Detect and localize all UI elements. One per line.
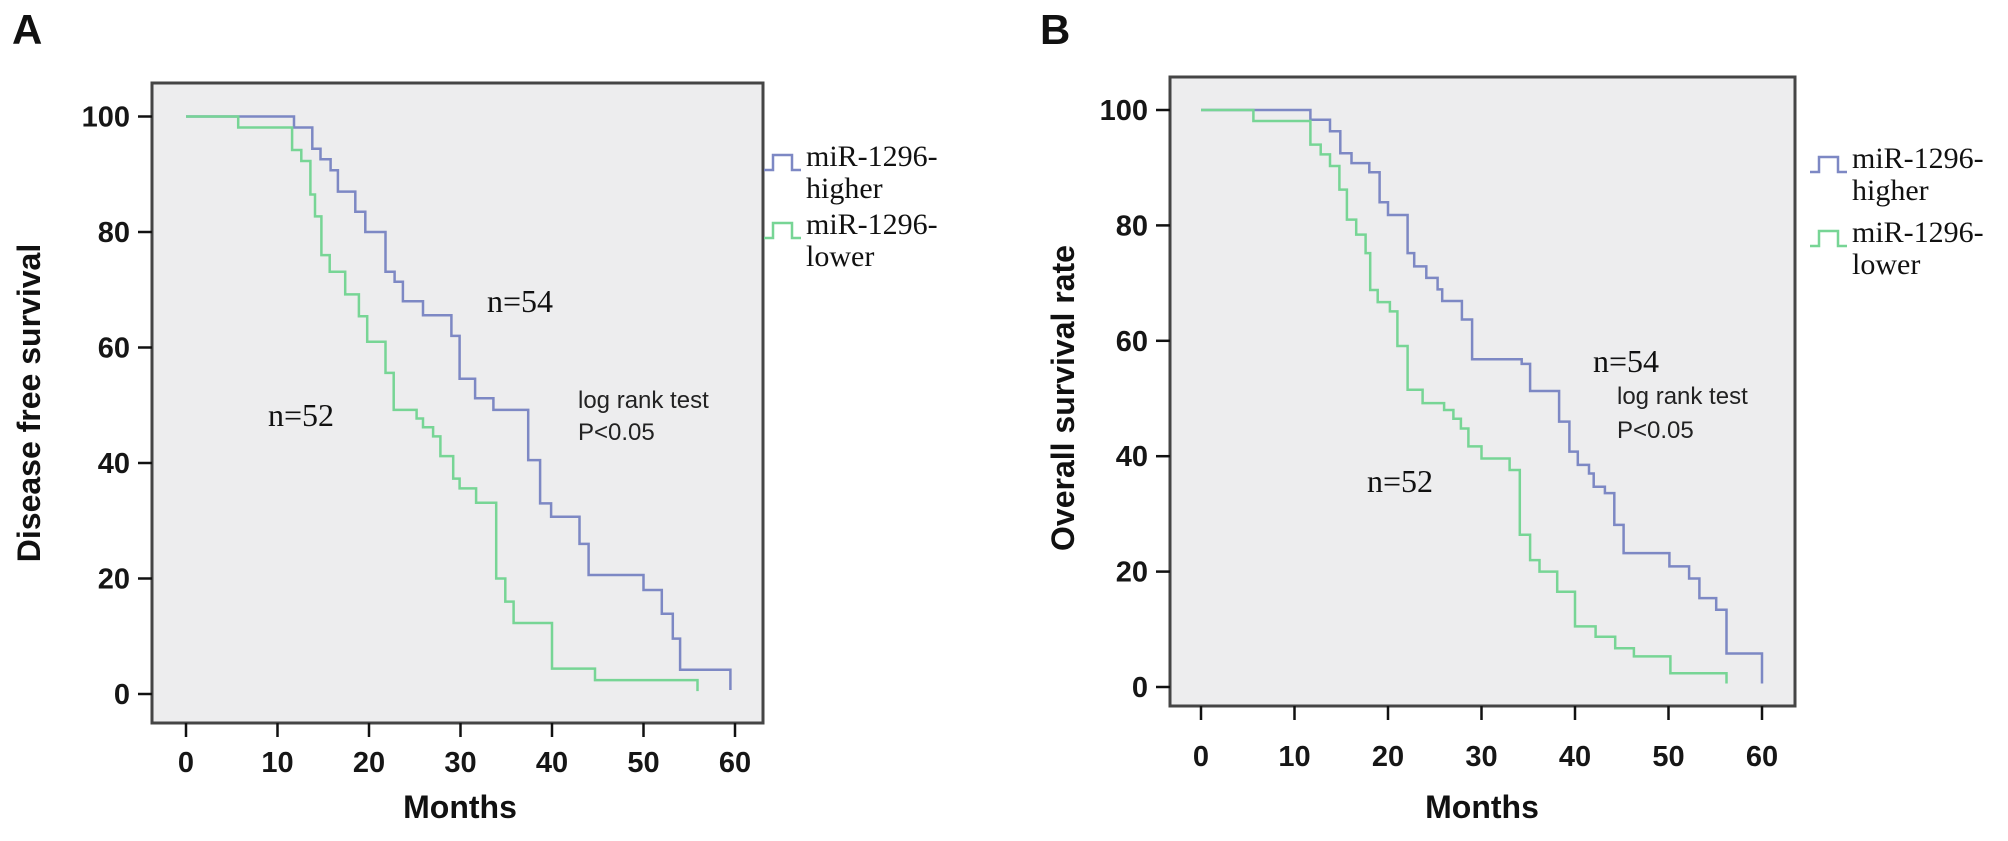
legend-label-lower-line2: lower — [806, 240, 874, 273]
x-axis-title-b: Months — [1425, 789, 1539, 825]
legend-label-lower-line1: miR-1296- — [1852, 216, 1984, 249]
annotation-logrank-a: log rank test — [578, 387, 709, 414]
panel-letter-a: A — [12, 6, 42, 53]
legend-label-higher-line2: higher — [1852, 174, 1929, 207]
x-axis-title-a: Months — [403, 789, 517, 825]
legend-line-sample-lower-icon — [1810, 229, 1847, 248]
x-tick-label: 60 — [719, 747, 751, 779]
y-axis-title-b: Overall survival rate — [1045, 245, 1081, 551]
km-curve-lower-b — [1201, 108, 1728, 684]
x-tick-label: 30 — [444, 747, 476, 779]
km-curve-higher-a — [186, 115, 732, 690]
panel-letter-b: B — [1040, 6, 1070, 53]
y-tick-label: 0 — [1132, 672, 1148, 704]
panel-a: A 100 80 60 40 20 0 0 10 20 30 40 50 60 Disease fre… — [11, 6, 938, 825]
annotation-n-lower-b: n=52 — [1367, 463, 1433, 499]
x-tick-label: 10 — [261, 747, 293, 779]
legend-label-lower-line1: miR-1296- — [806, 208, 938, 241]
km-curve-lower-a — [186, 115, 699, 692]
y-tick-label: 100 — [1100, 95, 1148, 127]
x-tick-label: 0 — [178, 747, 194, 779]
x-tick-label: 0 — [1193, 741, 1209, 773]
x-tick-label: 30 — [1465, 741, 1497, 773]
annotation-pvalue-a: P<0.05 — [578, 419, 655, 446]
y-tick-label: 80 — [1116, 210, 1148, 242]
annotation-logrank-b: log rank test — [1617, 383, 1748, 410]
legend-a: miR-1296- higher miR-1296- lower — [764, 140, 938, 273]
legend-label-higher-line1: miR-1296- — [1852, 142, 1984, 175]
legend-line-sample-lower-icon — [764, 221, 801, 240]
legend-label-lower-line2: lower — [1852, 248, 1920, 281]
y-tick-label: 40 — [1116, 441, 1148, 473]
y-tick-label: 60 — [1116, 326, 1148, 358]
y-tick-label: 100 — [82, 102, 130, 134]
x-axis-ticks-b: 0 10 20 30 40 50 60 — [1193, 706, 1778, 773]
panel-b: B 100 80 60 40 20 0 0 10 20 30 40 50 60 Overall sur… — [1040, 6, 1984, 825]
y-axis-ticks-a: 100 80 60 40 20 0 — [82, 102, 152, 711]
legend-label-higher-line1: miR-1296- — [806, 140, 938, 173]
legend-line-sample-higher-icon — [764, 153, 801, 172]
y-tick-label: 40 — [98, 448, 130, 480]
y-axis-title-a: Disease free survival — [11, 244, 47, 562]
annotation-pvalue-b: P<0.05 — [1617, 417, 1694, 444]
annotation-n-lower-a: n=52 — [268, 397, 334, 433]
x-axis-ticks-a: 0 10 20 30 40 50 60 — [178, 723, 751, 779]
x-tick-label: 20 — [353, 747, 385, 779]
legend-label-higher-line2: higher — [806, 172, 883, 205]
plot-area-a — [150, 81, 765, 725]
x-tick-label: 40 — [536, 747, 568, 779]
annotation-n-higher-b: n=54 — [1593, 343, 1659, 379]
x-tick-label: 50 — [1652, 741, 1684, 773]
km-curve-higher-b — [1201, 108, 1764, 684]
y-tick-label: 60 — [98, 333, 130, 365]
y-tick-label: 80 — [98, 217, 130, 249]
plot-area-b — [1168, 75, 1797, 708]
y-tick-label: 20 — [98, 564, 130, 596]
y-tick-label: 0 — [114, 679, 130, 711]
legend-b: miR-1296- higher miR-1296- lower — [1810, 142, 1984, 281]
x-tick-label: 10 — [1278, 741, 1310, 773]
x-tick-label: 60 — [1746, 741, 1778, 773]
x-tick-label: 50 — [627, 747, 659, 779]
y-axis-ticks-b: 100 80 60 40 20 0 — [1100, 95, 1170, 704]
legend-line-sample-higher-icon — [1810, 155, 1847, 174]
x-tick-label: 40 — [1559, 741, 1591, 773]
annotation-n-higher-a: n=54 — [487, 283, 553, 319]
x-tick-label: 20 — [1372, 741, 1404, 773]
y-tick-label: 20 — [1116, 557, 1148, 589]
